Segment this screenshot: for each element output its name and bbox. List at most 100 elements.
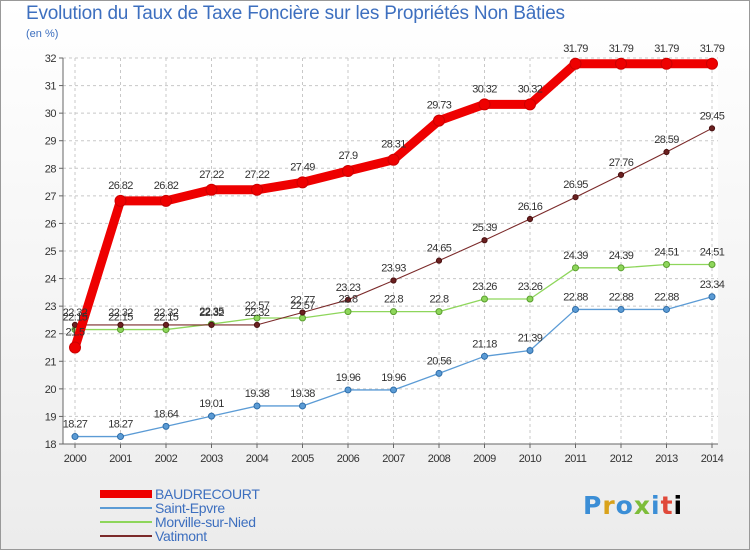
data-label-baudrecourt: 27.9 bbox=[338, 150, 357, 162]
data-point-vatimont bbox=[117, 321, 124, 328]
y-tick-label: 21 bbox=[45, 356, 57, 368]
x-tick-label: 2012 bbox=[610, 453, 633, 465]
chart-title: Evolution du Taux de Taxe Foncière sur l… bbox=[26, 3, 565, 24]
data-label-vatimont: 26.16 bbox=[518, 201, 543, 213]
y-tick-label: 30 bbox=[45, 108, 57, 120]
data-point-morville bbox=[617, 264, 625, 272]
data-label-baudrecourt: 29.73 bbox=[427, 100, 452, 112]
data-label-saint-epvre: 19.01 bbox=[199, 398, 224, 410]
data-label-saint-epvre: 19.96 bbox=[336, 372, 361, 384]
y-tick-label: 26 bbox=[45, 218, 57, 230]
data-point-saint-epvre bbox=[299, 402, 306, 410]
data-point-vatimont bbox=[708, 125, 716, 132]
x-tick-label: 2006 bbox=[337, 453, 360, 465]
data-label-saint-epvre: 21.39 bbox=[518, 333, 543, 345]
legend-swatch-vatimont bbox=[100, 535, 152, 537]
y-tick-label: 29 bbox=[45, 136, 57, 148]
data-point-vatimont bbox=[253, 321, 261, 328]
legend-label-morville: Morville-sur-Nied bbox=[155, 514, 256, 530]
data-label-vatimont: 29.45 bbox=[700, 110, 725, 122]
data-point-morville bbox=[344, 308, 352, 316]
data-point-saint-epvre bbox=[572, 305, 579, 313]
data-label-saint-epvre: 21.18 bbox=[472, 338, 497, 350]
data-label-baudrecourt: 31.79 bbox=[609, 43, 634, 55]
data-label-saint-epvre: 18.64 bbox=[154, 408, 179, 420]
data-point-saint-epvre bbox=[617, 305, 625, 313]
data-point-saint-epvre bbox=[708, 293, 716, 301]
data-label-morville: 22.15 bbox=[154, 312, 179, 324]
legend-label-saint-epvre: Saint-Epvre bbox=[155, 500, 225, 516]
data-label-morville: 24.39 bbox=[563, 250, 588, 262]
data-label-morville: 24.39 bbox=[609, 250, 634, 262]
data-point-saint-epvre bbox=[481, 352, 488, 360]
data-label-vatimont: 28.59 bbox=[654, 134, 679, 146]
y-tick-label: 28 bbox=[45, 163, 57, 175]
y-tick-label: 27 bbox=[45, 191, 57, 203]
data-point-baudrecourt bbox=[251, 183, 263, 196]
data-point-vatimont bbox=[572, 194, 579, 201]
y-tick-label: 24 bbox=[45, 274, 57, 286]
data-point-vatimont bbox=[435, 257, 443, 264]
data-label-saint-epvre: 19.96 bbox=[381, 372, 406, 384]
data-point-vatimont bbox=[617, 171, 625, 179]
data-label-saint-epvre: 19.38 bbox=[245, 388, 270, 400]
unit-label: (en %) bbox=[26, 28, 59, 40]
data-label-baudrecourt: 30.32 bbox=[472, 83, 497, 95]
data-label-vatimont: 27.76 bbox=[609, 157, 634, 169]
y-tick-label: 32 bbox=[45, 53, 57, 65]
data-label-saint-epvre: 23.34 bbox=[700, 279, 725, 291]
data-label-baudrecourt: 31.79 bbox=[563, 43, 588, 55]
data-point-vatimont bbox=[162, 321, 170, 328]
data-label-vatimont: 24.65 bbox=[427, 243, 452, 255]
data-label-vatimont: 22.77 bbox=[290, 294, 315, 306]
data-point-baudrecourt bbox=[615, 57, 627, 70]
legend-swatch-morville bbox=[100, 521, 152, 523]
x-tick-label: 2007 bbox=[382, 453, 405, 465]
y-tick-label: 25 bbox=[45, 246, 57, 258]
data-label-vatimont: 26.95 bbox=[563, 179, 588, 191]
data-point-morville bbox=[663, 261, 670, 269]
data-label-morville: 22.8 bbox=[429, 294, 448, 306]
legend-swatch-saint-epvre bbox=[100, 507, 152, 509]
data-label-vatimont: 22.32 bbox=[154, 307, 179, 319]
y-tick-label: 22 bbox=[45, 329, 57, 341]
data-point-baudrecourt bbox=[433, 114, 445, 127]
data-label-baudrecourt: 26.82 bbox=[154, 180, 179, 192]
data-label-baudrecourt: 30.32 bbox=[518, 83, 543, 95]
data-point-morville bbox=[435, 308, 443, 316]
data-point-vatimont bbox=[344, 296, 352, 303]
data-point-baudrecourt bbox=[569, 57, 582, 70]
data-label-vatimont: 22.32 bbox=[199, 307, 224, 319]
data-label-saint-epvre: 18.27 bbox=[108, 419, 133, 431]
data-point-baudrecourt bbox=[342, 165, 354, 178]
data-point-morville bbox=[708, 261, 716, 269]
data-label-vatimont: 23.93 bbox=[381, 263, 406, 275]
data-label-morville: 22.35 bbox=[199, 306, 224, 318]
data-label-morville: 22.8 bbox=[338, 294, 357, 306]
data-point-vatimont bbox=[299, 309, 306, 316]
legend-label-vatimont: Vatimont bbox=[155, 528, 207, 544]
legend-label-baudrecourt: BAUDRECOURT bbox=[155, 486, 260, 502]
data-label-baudrecourt: 31.79 bbox=[700, 43, 725, 55]
y-tick-label: 19 bbox=[45, 411, 57, 423]
data-point-baudrecourt bbox=[69, 341, 81, 354]
data-label-baudrecourt: 21.5 bbox=[65, 327, 84, 339]
data-point-morville bbox=[526, 295, 534, 303]
x-tick-label: 2001 bbox=[109, 453, 132, 465]
proxiti-logo: Proxiti bbox=[583, 491, 684, 520]
data-label-morville: 22.57 bbox=[290, 300, 315, 312]
data-point-morville bbox=[253, 314, 261, 322]
data-point-saint-epvre bbox=[344, 386, 352, 394]
data-point-baudrecourt bbox=[706, 57, 718, 70]
x-tick-label: 2008 bbox=[428, 453, 451, 465]
data-point-baudrecourt bbox=[387, 153, 400, 166]
data-label-morville: 22.15 bbox=[63, 312, 88, 324]
data-point-saint-epvre bbox=[71, 433, 79, 441]
data-point-baudrecourt bbox=[205, 183, 218, 196]
data-point-saint-epvre bbox=[526, 347, 534, 355]
data-label-saint-epvre: 22.88 bbox=[563, 291, 588, 303]
data-point-saint-epvre bbox=[663, 305, 670, 313]
data-point-morville bbox=[481, 295, 488, 303]
data-label-vatimont: 22.32 bbox=[245, 307, 270, 319]
data-label-morville: 22.57 bbox=[245, 300, 270, 312]
